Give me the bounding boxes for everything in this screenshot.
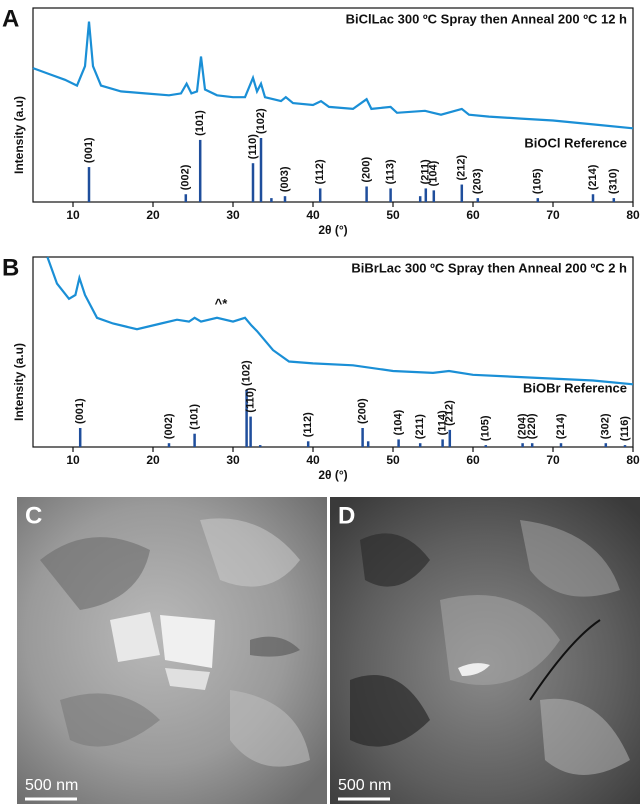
peak-label: (104) bbox=[393, 409, 405, 435]
peak-label: (212) bbox=[456, 155, 468, 181]
panel-label: C bbox=[25, 502, 42, 529]
x-tick-label: 20 bbox=[146, 208, 160, 222]
x-tick-label: 30 bbox=[226, 208, 240, 222]
x-axis-label: 2θ (°) bbox=[318, 468, 347, 482]
peak-label: (104) bbox=[428, 160, 440, 186]
peak-label: (203) bbox=[472, 168, 484, 194]
sem-image-c bbox=[17, 497, 327, 804]
plot-frame bbox=[32, 7, 634, 203]
y-axis-label: Intensity (a.u) bbox=[12, 343, 26, 421]
x-tick-label: 50 bbox=[386, 208, 400, 222]
peak-marker: ^* bbox=[215, 296, 229, 311]
peak-label: (001) bbox=[74, 398, 86, 424]
peak-label: (003) bbox=[279, 166, 291, 192]
x-tick-label: 50 bbox=[386, 453, 400, 467]
x-tick-label: 10 bbox=[66, 453, 80, 467]
peak-label: (112) bbox=[314, 159, 326, 184]
peak-label: (112) bbox=[302, 412, 314, 437]
peak-label: (211) bbox=[414, 414, 426, 439]
peak-label: (116) bbox=[619, 416, 631, 441]
panel-label: D bbox=[338, 502, 355, 529]
x-axis-label: 2θ (°) bbox=[318, 223, 347, 237]
peak-label: (110) bbox=[245, 387, 257, 412]
plot-frame bbox=[32, 256, 634, 448]
peak-label: (002) bbox=[163, 413, 175, 439]
peak-label: (002) bbox=[180, 164, 192, 190]
peak-label: (220) bbox=[526, 413, 538, 439]
peak-label: (110) bbox=[247, 134, 259, 159]
peak-label: (102) bbox=[241, 360, 253, 386]
x-tick-label: 60 bbox=[466, 453, 480, 467]
peak-label: (214) bbox=[587, 164, 599, 190]
peak-label: (001) bbox=[83, 137, 95, 163]
panel-label: B bbox=[2, 254, 19, 281]
peak-label: (310) bbox=[608, 168, 620, 194]
x-tick-label: 40 bbox=[306, 208, 320, 222]
x-tick-label: 70 bbox=[546, 453, 560, 467]
peak-label: (113) bbox=[385, 159, 397, 184]
annotation: BiClLac 300 ºC Spray then Anneal 200 ºC … bbox=[346, 11, 627, 26]
x-tick-label: 10 bbox=[66, 208, 80, 222]
y-axis-label: Intensity (a.u) bbox=[12, 96, 26, 174]
x-tick-label: 20 bbox=[146, 453, 160, 467]
peak-label: (102) bbox=[255, 108, 267, 134]
xrd-trace bbox=[46, 256, 634, 386]
peak-label: (101) bbox=[189, 404, 201, 430]
x-tick-label: 60 bbox=[466, 208, 480, 222]
x-tick-label: 40 bbox=[306, 453, 320, 467]
annotation: BiBrLac 300 ºC Spray then Anneal 200 ºC … bbox=[351, 260, 627, 275]
peak-label: (114) bbox=[437, 410, 449, 435]
peak-label: (200) bbox=[357, 398, 369, 424]
sem-image-d bbox=[330, 497, 640, 804]
peak-label: (212) bbox=[444, 400, 456, 426]
peak-label: (105) bbox=[480, 415, 492, 441]
x-tick-label: 80 bbox=[626, 453, 640, 467]
reference-label: BiOCl Reference bbox=[524, 135, 627, 150]
x-tick-label: 70 bbox=[546, 208, 560, 222]
peak-label: (200) bbox=[361, 156, 373, 182]
peak-label: (214) bbox=[555, 413, 567, 439]
panel-label: A bbox=[2, 5, 19, 32]
scale-bar-label: 500 nm bbox=[25, 777, 78, 794]
peak-label: (101) bbox=[194, 110, 206, 136]
scale-bar-label: 500 nm bbox=[338, 777, 391, 794]
peak-label: (302) bbox=[600, 413, 612, 439]
x-tick-label: 30 bbox=[226, 453, 240, 467]
peak-label: (211) bbox=[420, 159, 432, 184]
peak-label: (105) bbox=[532, 168, 544, 194]
xrd-trace bbox=[32, 21, 634, 130]
reference-label: BiOBr Reference bbox=[523, 380, 627, 395]
x-tick-label: 80 bbox=[626, 208, 640, 222]
peak-label: (204) bbox=[517, 413, 529, 439]
